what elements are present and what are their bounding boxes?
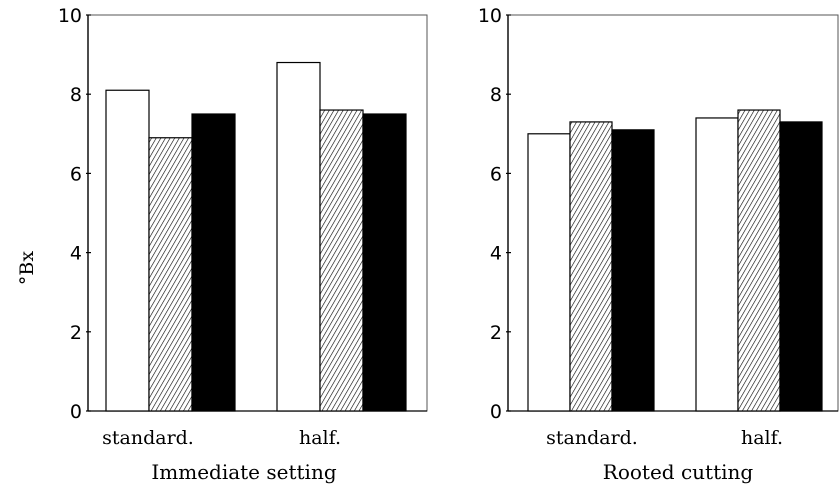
bar-white-0 (105, 89, 150, 412)
y-tick-label: 8 (490, 84, 502, 106)
x-axis-title: Rooted cutting (603, 460, 754, 484)
bar-hatched-0 (569, 121, 613, 412)
bar-white-1 (276, 61, 321, 412)
bar-black-0 (611, 129, 655, 412)
category-label: half. (741, 427, 783, 449)
y-tick-label: 4 (70, 243, 82, 265)
bar-black-1 (362, 113, 407, 412)
bar-white-0 (527, 133, 571, 412)
y-tick-label: 8 (70, 84, 82, 106)
y-tick-label: 0 (490, 401, 502, 423)
y-tick-label: 4 (490, 243, 502, 265)
y-tick-label: 10 (58, 5, 82, 27)
bar-black-0 (191, 113, 236, 412)
chart-panel-1: 0 2 4 6 8 10 standard. half. Immediate setting (58, 5, 428, 484)
y-tick-label: 6 (490, 163, 502, 185)
y-tick-label: 0 (70, 401, 82, 423)
category-label: standard. (102, 427, 194, 449)
y-tick-label: 2 (490, 322, 502, 344)
category-label: standard. (546, 427, 638, 449)
category-label: half. (299, 427, 341, 449)
y-tick-label: 10 (478, 5, 502, 27)
bar-black-1 (779, 121, 823, 412)
bar-hatched-0 (148, 137, 193, 412)
bar-hatched-1 (737, 109, 781, 412)
bar-white-1 (695, 117, 739, 412)
y-tick-label: 2 (70, 322, 82, 344)
x-axis-title: Immediate setting (151, 460, 336, 484)
y-tick-label: 6 (70, 163, 82, 185)
y-axis-title: °Bx (16, 251, 38, 285)
bar-hatched-1 (319, 109, 364, 412)
y-axis-label: °Bx (16, 251, 38, 285)
chart-panel-2: 0 2 4 6 8 10 standard. half. Rooted cutting (478, 5, 839, 484)
